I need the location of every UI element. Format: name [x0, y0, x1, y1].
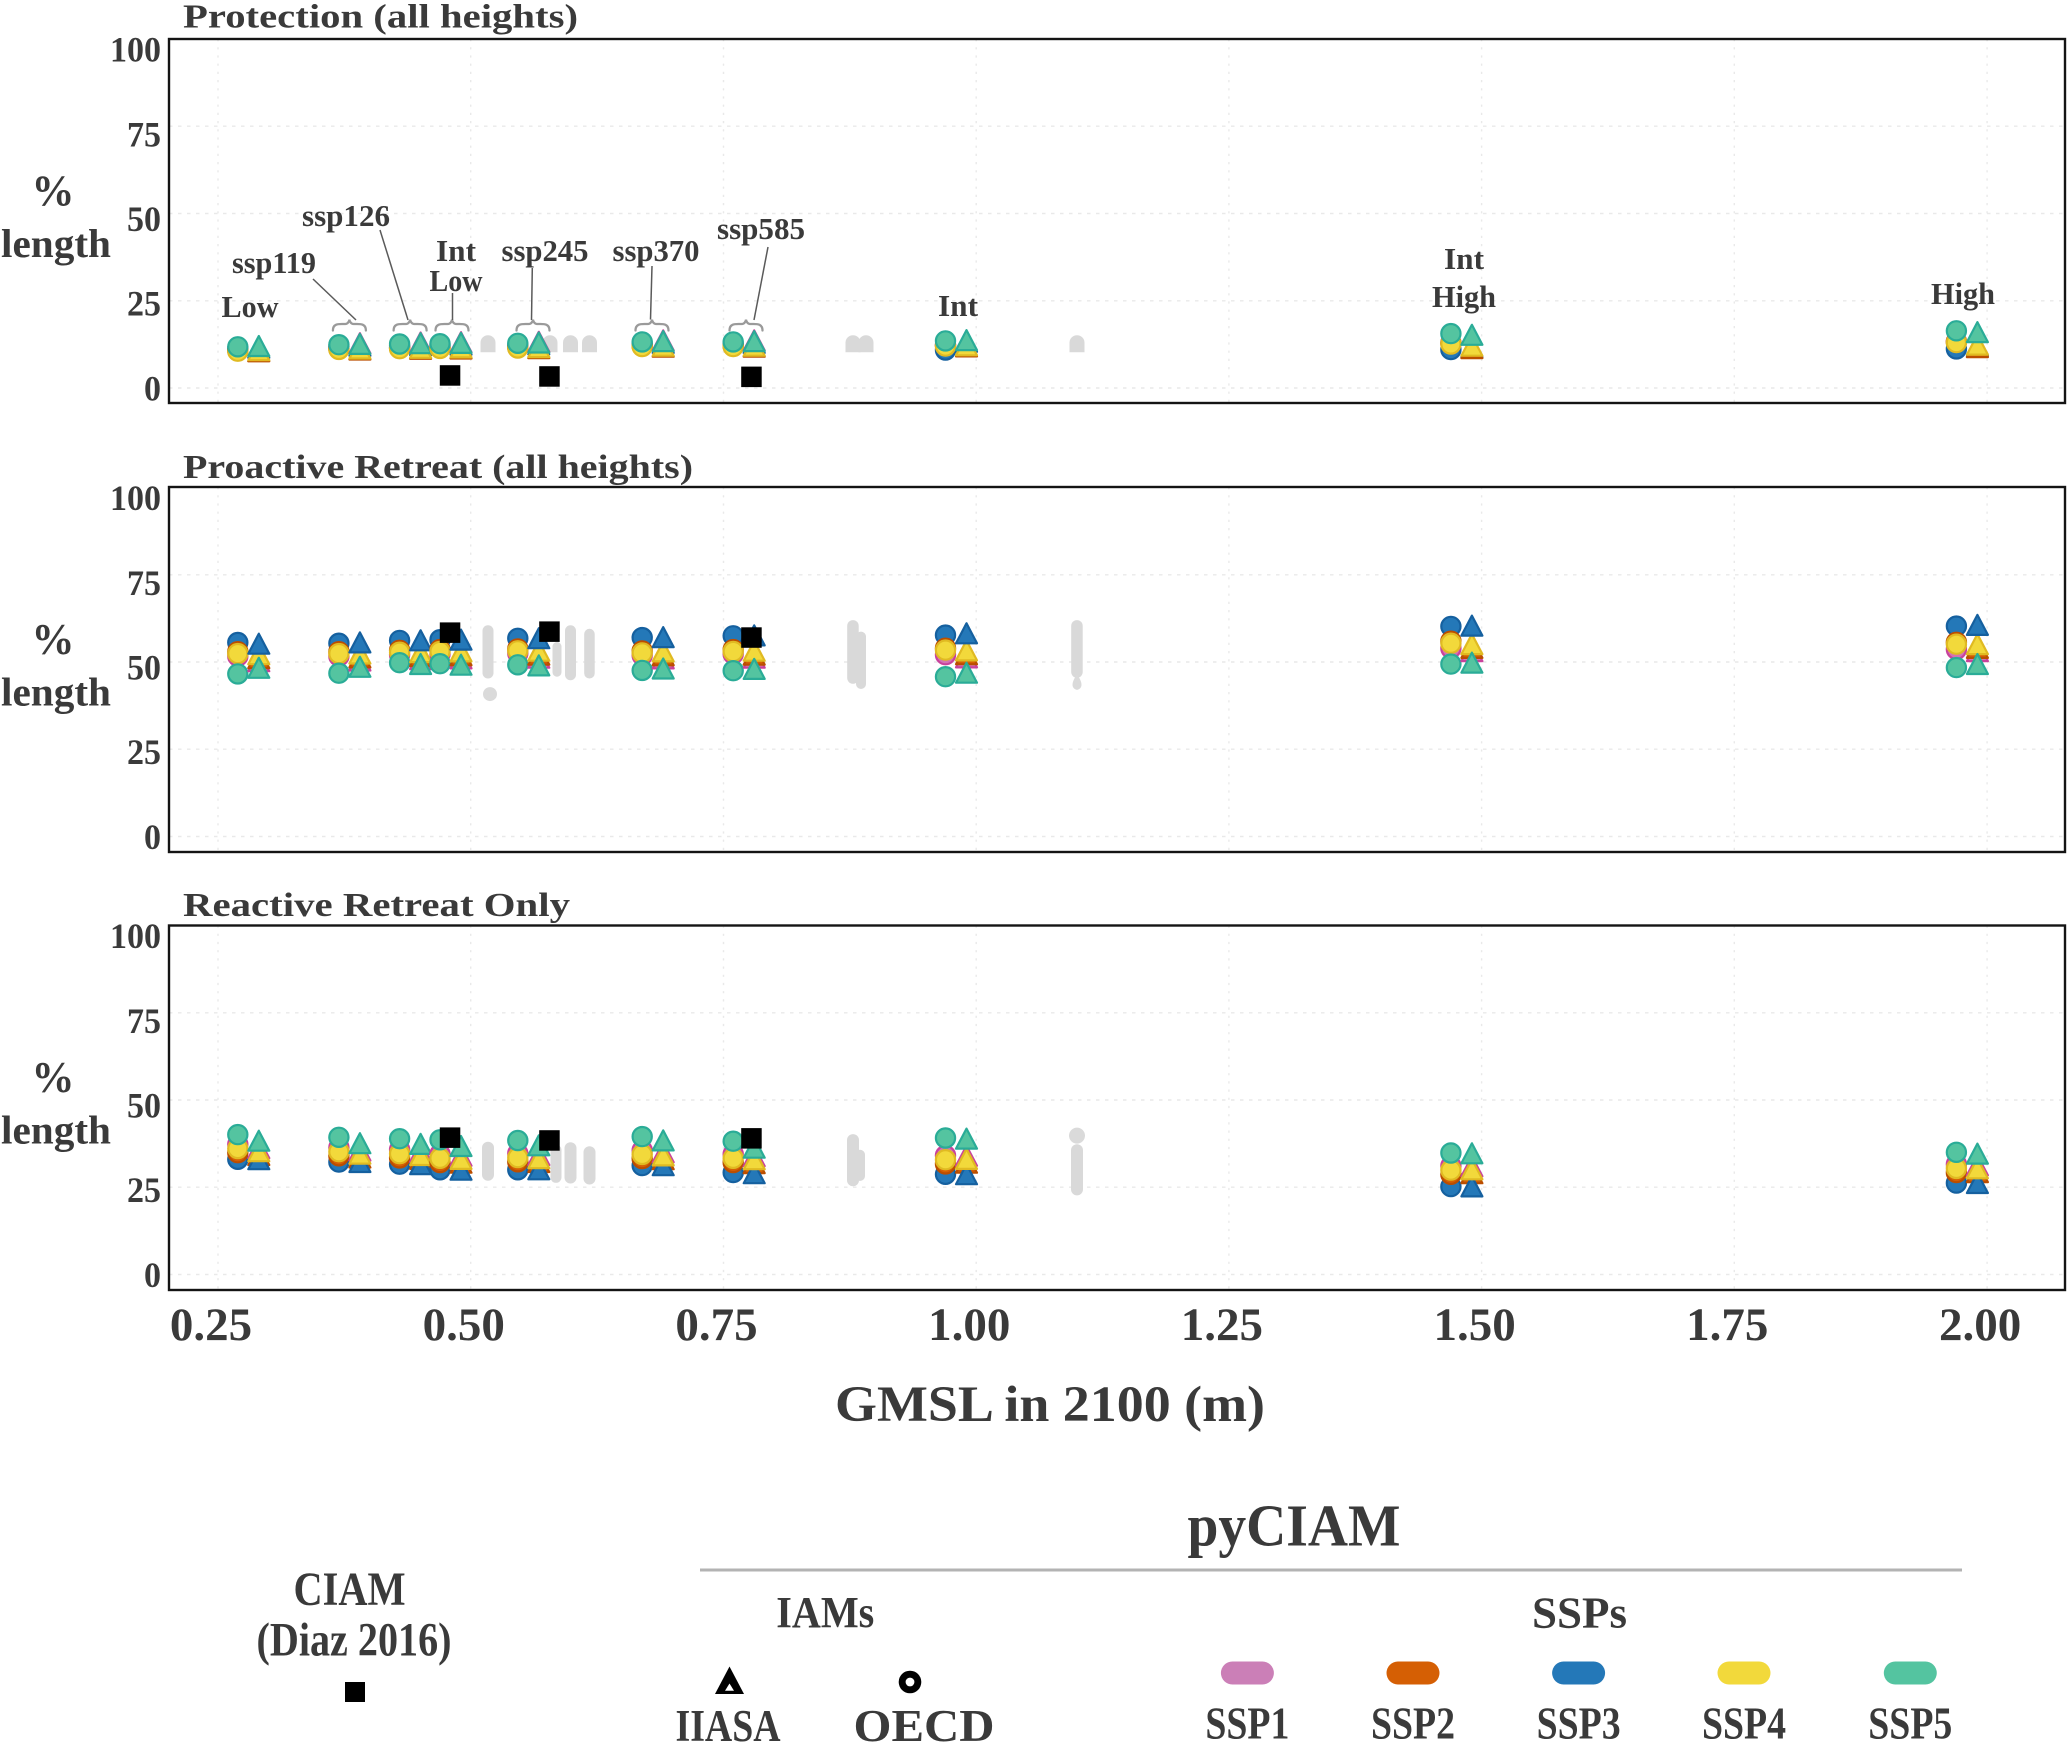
svg-text:1.25: 1.25: [1181, 1299, 1263, 1351]
svg-text:75: 75: [127, 1001, 161, 1041]
svg-text:75: 75: [127, 563, 161, 603]
svg-text:1.50: 1.50: [1433, 1299, 1515, 1351]
svg-text:%: %: [32, 1055, 75, 1102]
svg-text:0.50: 0.50: [423, 1299, 505, 1351]
svg-text:ssp585: ssp585: [717, 211, 805, 246]
svg-text:GMSL in 2100 (m): GMSL in 2100 (m): [835, 1377, 1265, 1433]
svg-text:%: %: [32, 617, 75, 664]
svg-text:OECD: OECD: [854, 1701, 995, 1746]
svg-text:%: %: [32, 168, 75, 215]
svg-text:SSP3: SSP3: [1537, 1699, 1621, 1746]
svg-text:25: 25: [127, 1170, 161, 1210]
svg-text:100: 100: [110, 30, 161, 70]
svg-text:ssp119: ssp119: [232, 245, 316, 280]
svg-text:Proactive Retreat (all heights: Proactive Retreat (all heights): [183, 449, 693, 486]
svg-text:0: 0: [144, 817, 161, 857]
svg-text:ssp126: ssp126: [302, 198, 390, 233]
svg-text:SSP4: SSP4: [1702, 1699, 1786, 1746]
svg-text:0: 0: [144, 368, 161, 408]
svg-text:50: 50: [127, 647, 161, 687]
svg-text:0.25: 0.25: [170, 1299, 252, 1351]
svg-text:SSP2: SSP2: [1371, 1699, 1455, 1746]
svg-text:ssp370: ssp370: [613, 233, 700, 268]
svg-text:2.00: 2.00: [1939, 1299, 2021, 1351]
svg-text:length: length: [1, 1108, 111, 1153]
svg-text:100: 100: [110, 916, 161, 956]
svg-text:1.75: 1.75: [1686, 1299, 1768, 1351]
svg-text:75: 75: [127, 114, 161, 154]
svg-text:Int: Int: [938, 288, 979, 323]
svg-text:Int: Int: [1444, 241, 1485, 276]
svg-text:Low: Low: [430, 263, 484, 298]
svg-text:SSP5: SSP5: [1868, 1699, 1952, 1746]
svg-text:100: 100: [110, 478, 161, 518]
svg-text:Low: Low: [222, 289, 280, 324]
svg-text:length: length: [1, 670, 111, 715]
svg-text:pyCIAM: pyCIAM: [1188, 1493, 1401, 1559]
svg-text:High: High: [1432, 279, 1496, 314]
svg-text:length: length: [1, 221, 111, 266]
svg-text:Protection (all heights): Protection (all heights): [183, 0, 578, 36]
svg-text:25: 25: [127, 284, 161, 324]
svg-text:IIASA: IIASA: [676, 1701, 781, 1746]
svg-text:0: 0: [144, 1255, 161, 1295]
svg-text:ssp245: ssp245: [502, 233, 589, 268]
svg-text:50: 50: [127, 1086, 161, 1126]
svg-text:IAMs: IAMs: [776, 1588, 874, 1637]
svg-text:Reactive Retreat Only: Reactive Retreat Only: [183, 887, 570, 924]
svg-text:50: 50: [127, 199, 161, 239]
svg-text:0.75: 0.75: [675, 1299, 757, 1351]
svg-text:SSPs: SSPs: [1532, 1589, 1627, 1638]
svg-text:High: High: [1931, 276, 1995, 311]
svg-text:Int: Int: [436, 233, 477, 268]
svg-text:25: 25: [127, 732, 161, 772]
svg-text:SSP1: SSP1: [1205, 1699, 1289, 1746]
svg-text:CIAM: CIAM: [294, 1563, 406, 1616]
svg-text:(Diaz 2016): (Diaz 2016): [257, 1614, 452, 1667]
svg-text:1.00: 1.00: [928, 1299, 1010, 1351]
